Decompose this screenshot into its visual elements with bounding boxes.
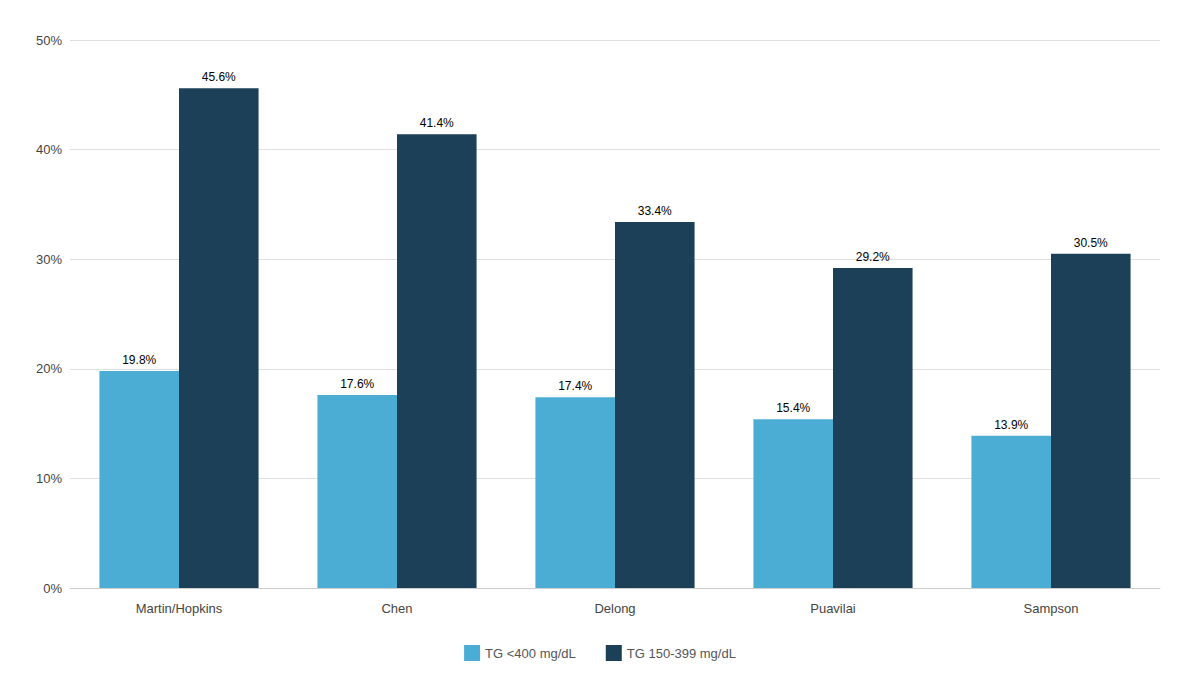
svg-text:Delong: Delong: [594, 601, 635, 616]
svg-text:13.9%: 13.9%: [994, 418, 1028, 432]
svg-text:Puavilai: Puavilai: [810, 601, 856, 616]
svg-text:Sampson: Sampson: [1024, 601, 1079, 616]
svg-text:30.5%: 30.5%: [1074, 236, 1108, 250]
svg-text:40%: 40%: [36, 142, 62, 157]
svg-text:15.4%: 15.4%: [776, 401, 810, 415]
svg-text:TG 150-399 mg/dL: TG 150-399 mg/dL: [627, 646, 736, 661]
svg-text:10%: 10%: [36, 471, 62, 486]
svg-text:20%: 20%: [36, 361, 62, 376]
svg-text:29.2%: 29.2%: [856, 250, 890, 264]
svg-text:41.4%: 41.4%: [420, 116, 454, 130]
svg-text:19.8%: 19.8%: [122, 353, 156, 367]
svg-text:45.6%: 45.6%: [202, 70, 236, 84]
svg-text:30%: 30%: [36, 252, 62, 267]
svg-text:17.6%: 17.6%: [340, 377, 374, 391]
svg-text:50%: 50%: [36, 33, 62, 48]
svg-text:TG <400 mg/dL: TG <400 mg/dL: [485, 646, 576, 661]
svg-text:0%: 0%: [43, 581, 62, 596]
svg-text:33.4%: 33.4%: [638, 204, 672, 218]
svg-text:17.4%: 17.4%: [558, 379, 592, 393]
svg-text:Martin/Hopkins: Martin/Hopkins: [136, 601, 223, 616]
svg-text:Chen: Chen: [381, 601, 412, 616]
